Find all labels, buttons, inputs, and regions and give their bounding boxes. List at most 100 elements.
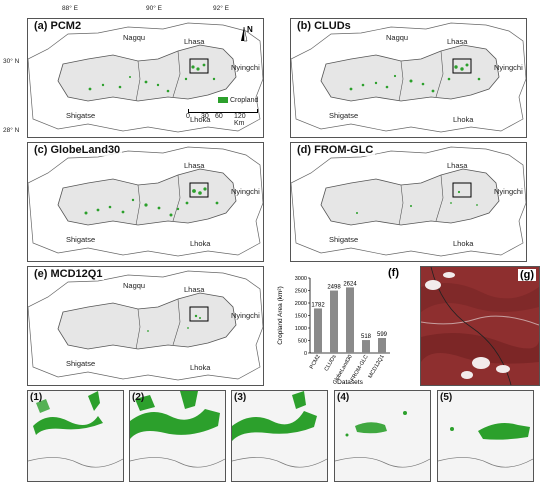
outer-boundary — [291, 146, 526, 257]
region-fill — [57, 168, 237, 226]
zoom-svg — [438, 423, 533, 468]
bar-CLUDs — [330, 290, 338, 353]
map-panel-b: (b) CLUDs Nagqu Lhasa Nyingchi Shigatse … — [290, 18, 527, 138]
scale-0: 0 — [186, 113, 190, 120]
cropland-marks — [88, 63, 216, 93]
region-line — [135, 298, 181, 350]
texture-dark — [421, 333, 539, 364]
scale-120: 120 Km — [234, 113, 246, 127]
scale-bar: 0 30 60 120 Km — [186, 109, 258, 127]
region-lhasa: Lhasa — [447, 161, 468, 170]
zoom-svg — [28, 391, 123, 468]
zoom-panel-2: (2) — [129, 390, 226, 482]
texture-dark — [421, 283, 539, 312]
map-svg — [291, 22, 526, 133]
boundary-line — [430, 267, 512, 385]
zoom-panel-1: (1) — [27, 390, 124, 482]
panel-label: (c) GlobeLand30 — [32, 144, 123, 156]
region-nagqu: Nagqu — [386, 33, 409, 42]
zoom-box — [452, 58, 472, 74]
bar-FROM-GLC — [362, 340, 370, 353]
outer-boundary — [28, 22, 263, 133]
panel-label: (d) FROM-GLC — [295, 144, 376, 156]
bar-PCM2 — [314, 308, 322, 353]
region-nyingchi: Nyingchi — [231, 63, 260, 72]
region-lhasa: Lhasa — [184, 37, 205, 46]
zoom-box — [189, 182, 209, 198]
legend: Cropland — [218, 97, 258, 104]
lat-tick-28: 28° N — [3, 127, 20, 134]
scale-line — [188, 109, 258, 113]
zoom-label: (4) — [337, 392, 350, 403]
map-panel-a: (a) PCM2 Nagqu Lhasa Nyingchi Shigatse L… — [27, 18, 264, 138]
region-fill — [57, 292, 237, 350]
cropland-marks — [147, 314, 201, 332]
region-nyingchi: Nyingchi — [494, 63, 523, 72]
region-lhoka: Lhoka — [190, 239, 211, 248]
region-nyingchi: Nyingchi — [231, 187, 260, 196]
legend-label: Cropland — [229, 97, 259, 104]
chart-panel-label: (f) — [388, 267, 399, 279]
region-fill — [57, 44, 237, 102]
bar-value-label: 1782 — [311, 302, 325, 308]
map-panel-c: (c) GlobeLand30 Lhasa Nyingchi Shigatse … — [27, 142, 264, 262]
y-tick-label: 1000 — [295, 326, 307, 332]
y-tick-label: 0 — [304, 351, 307, 357]
outer-boundary — [291, 22, 526, 133]
satellite-svg — [421, 267, 539, 385]
bar-MCD12Q1 — [378, 338, 386, 353]
bar-value-label: 518 — [361, 334, 372, 340]
zoom-panel-4: (4) — [334, 390, 431, 482]
category-label: CLUDs — [324, 354, 338, 373]
satellite-image-g: (g) — [420, 266, 540, 386]
zoom-svg — [335, 411, 430, 468]
image-panel-label: (g) — [517, 269, 536, 281]
panel-label: (e) MCD12Q1 — [32, 268, 105, 280]
outer-boundary — [28, 270, 263, 381]
scale-60: 60 — [215, 113, 223, 120]
y-tick-label: 2500 — [295, 289, 307, 295]
north-arrow: N — [238, 25, 253, 43]
region-shigatse: Shigatse — [66, 235, 96, 244]
lat-tick-30: 30° N — [3, 58, 20, 65]
category-label: PCM2 — [309, 354, 322, 370]
map-panel-e: (e) MCD12Q1 Nagqu Lhasa Nyingchi Shigats… — [27, 266, 264, 386]
zoom-label: (2) — [132, 392, 145, 403]
zoom-panel-3: (3) — [231, 390, 328, 482]
lon-tick-88: 88° E — [62, 5, 78, 12]
zoom-panel-5: (5) — [437, 390, 534, 482]
scale-30: 30 — [201, 113, 209, 120]
zoom-box — [189, 306, 209, 322]
river-line — [421, 315, 539, 326]
region-shigatse: Shigatse — [66, 111, 96, 120]
region-lhasa: Lhasa — [184, 285, 205, 294]
region-lhasa: Lhasa — [447, 37, 468, 46]
map-svg — [291, 146, 526, 257]
map-svg — [28, 270, 263, 381]
zoom-svg — [130, 391, 225, 468]
bar-value-label: 2498 — [327, 285, 341, 291]
y-tick-label: 3000 — [295, 276, 307, 282]
cropland-marks — [356, 190, 478, 214]
region-line — [135, 174, 181, 226]
bar-chart-f: 0 500 1000 1500 2000 2500 3000 1782 PCM2 2498 CLUD… — [270, 263, 415, 388]
x-axis-title: Datasets — [337, 379, 363, 386]
north-label: N — [247, 25, 253, 34]
cropland-marks — [349, 63, 481, 93]
region-shigatse: Shigatse — [329, 235, 359, 244]
region-lhoka: Lhoka — [190, 115, 211, 124]
zoom-label: (1) — [30, 392, 43, 403]
bar-chart-svg: 0 500 1000 1500 2000 2500 3000 1782 PCM2 2498 CLUD… — [277, 276, 390, 386]
lon-tick-92: 92° E — [213, 5, 229, 12]
region-lhoka: Lhoka — [190, 363, 211, 372]
region-lhoka: Lhoka — [453, 239, 474, 248]
region-fill — [320, 44, 500, 102]
region-shigatse: Shigatse — [66, 359, 96, 368]
region-nyingchi: Nyingchi — [494, 187, 523, 196]
region-line — [398, 174, 444, 226]
map-svg — [28, 22, 263, 133]
zoom-label: (3) — [234, 392, 247, 403]
lon-tick-90: 90° E — [146, 5, 162, 12]
panel-label: (a) PCM2 — [32, 20, 84, 32]
region-fill — [320, 168, 500, 226]
